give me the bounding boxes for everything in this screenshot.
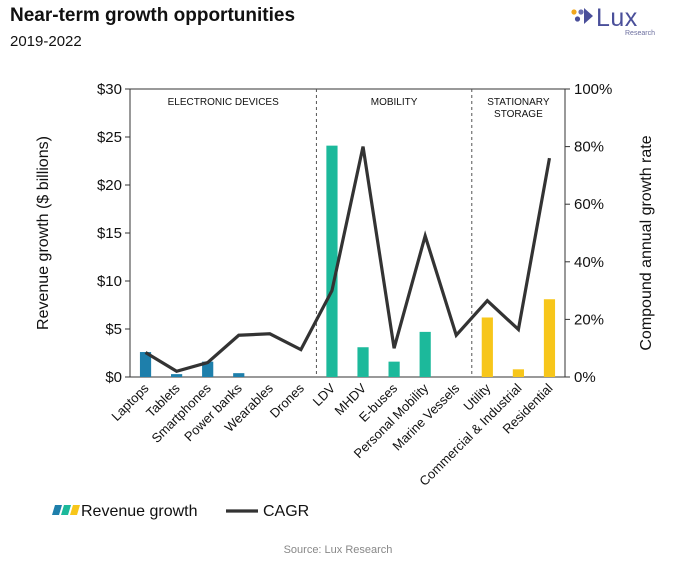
revenue-bar <box>357 347 369 377</box>
source-note: Source: Lux Research <box>283 544 393 556</box>
group-label: MOBILITY <box>371 97 418 108</box>
legend-swatch-revenue <box>70 505 80 515</box>
right-axis-title: Compound annual growth rate <box>638 135 655 350</box>
revenue-bar <box>512 369 524 377</box>
right-tick-label: 60% <box>574 196 604 213</box>
revenue-bar <box>543 299 556 377</box>
revenue-bar <box>233 373 245 377</box>
logo-subtext: Research <box>625 30 655 37</box>
left-tick-label: $0 <box>105 369 122 386</box>
left-tick-label: $10 <box>97 273 122 290</box>
left-tick-label: $5 <box>105 321 122 338</box>
left-tick-label: $30 <box>97 81 122 98</box>
right-tick-label: 20% <box>574 311 604 328</box>
legend-label-revenue: Revenue growth <box>81 503 198 520</box>
right-tick-label: 0% <box>574 369 596 386</box>
right-tick-label: 80% <box>574 139 604 156</box>
legend-swatch-revenue <box>52 505 62 515</box>
legend-label-cagr: CAGR <box>263 503 309 520</box>
chart-subtitle: 2019-2022 <box>10 33 82 50</box>
group-label: ELECTRONIC DEVICES <box>168 97 279 108</box>
group-label: STORAGE <box>494 109 543 120</box>
plot-frame <box>129 88 566 378</box>
revenue-bar <box>171 374 183 377</box>
category-label: Drones <box>267 380 308 421</box>
group-label: STATIONARY <box>487 97 550 108</box>
logo-text: Lux <box>596 4 638 32</box>
left-tick-label: $15 <box>97 225 122 242</box>
cagr-line <box>144 146 552 373</box>
left-tick-label: $25 <box>97 129 122 146</box>
left-tick-label: $20 <box>97 177 122 194</box>
revenue-bar <box>202 361 214 377</box>
chart-area: $0 $5 $10 $15 $20 $25 $30 0% 20% 40% 60% 80% 100% Rev… <box>35 81 655 520</box>
lux-logo: Lux Research <box>570 4 670 40</box>
lux-logo-dots-icon <box>571 8 593 24</box>
revenue-bar <box>481 317 493 377</box>
revenue-bar <box>419 331 431 377</box>
chart-title: Near-term growth opportunities <box>10 5 296 26</box>
revenue-bar <box>326 145 338 377</box>
right-tick-label: 40% <box>574 254 604 271</box>
legend-swatch-revenue <box>61 505 71 515</box>
revenue-bar <box>139 352 152 377</box>
right-tick-label: 100% <box>574 81 612 98</box>
revenue-bar <box>388 361 400 377</box>
left-axis-title: Revenue growth ($ billions) <box>35 136 52 330</box>
category-label: Laptops <box>108 380 152 424</box>
